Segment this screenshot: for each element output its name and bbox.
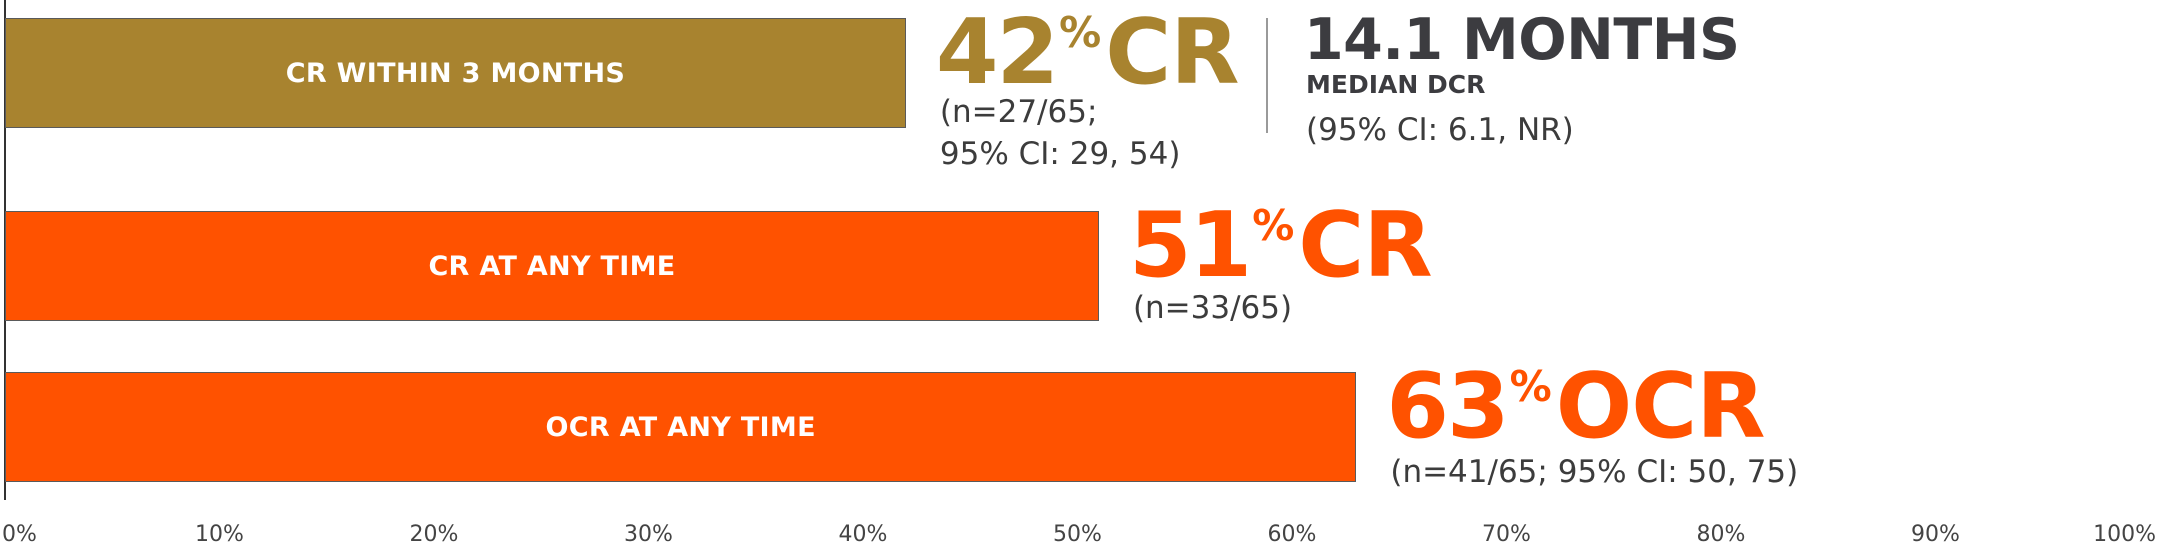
x-tick-label: 10% <box>195 522 244 547</box>
x-tick-label: 100% <box>2093 522 2156 547</box>
median-label: MEDIAN DCR <box>1306 70 1486 99</box>
value-number: 63 <box>1386 354 1509 459</box>
value-note: (n=33/65) <box>1132 290 1293 326</box>
bar-label: CR WITHIN 3 MONTHS <box>285 57 626 89</box>
x-tick-label: 90% <box>1911 522 1960 547</box>
x-tick-label: 30% <box>624 522 673 547</box>
x-tick-label: 40% <box>838 522 888 547</box>
x-tick-label: 60% <box>1267 522 1317 547</box>
x-tick-label: 0% <box>2 522 37 547</box>
value-number: 42 <box>935 0 1059 105</box>
median-note: (95% CI: 6.1, NR) <box>1306 112 1574 148</box>
bar-cr-within-3-months: CR WITHIN 3 MONTHS <box>5 18 906 128</box>
percent-symbol: % <box>1509 362 1552 411</box>
value-label: 63%OCR <box>1386 362 1765 452</box>
value-unit: CR <box>1105 0 1239 105</box>
value-label: 51%CR <box>1129 201 1433 291</box>
x-tick-label: 80% <box>1696 522 1746 547</box>
value-unit: OCR <box>1555 354 1766 459</box>
bar-cr-at-any-time: CR AT ANY TIME <box>5 211 1099 321</box>
x-tick-label: 70% <box>1482 522 1531 547</box>
bar-ocr-at-any-time: OCR AT ANY TIME <box>5 372 1357 482</box>
x-tick-label: 50% <box>1053 522 1102 547</box>
value-label: 42%CR <box>936 8 1240 98</box>
x-tick-label: 20% <box>409 522 459 547</box>
value-note: (n=27/65; 95% CI: 29, 54) <box>939 94 1181 172</box>
bar-label: CR AT ANY TIME <box>428 250 676 282</box>
value-unit: CR <box>1298 193 1432 298</box>
annotation-divider <box>1266 18 1268 133</box>
value-note: (n=41/65; 95% CI: 50, 75) <box>1390 454 1799 490</box>
value-number: 51 <box>1128 193 1252 298</box>
bar-label: OCR AT ANY TIME <box>545 411 816 443</box>
percent-symbol: % <box>1252 201 1295 250</box>
median-value: 14.1 MONTHS <box>1304 7 1740 73</box>
percent-symbol: % <box>1059 8 1102 57</box>
